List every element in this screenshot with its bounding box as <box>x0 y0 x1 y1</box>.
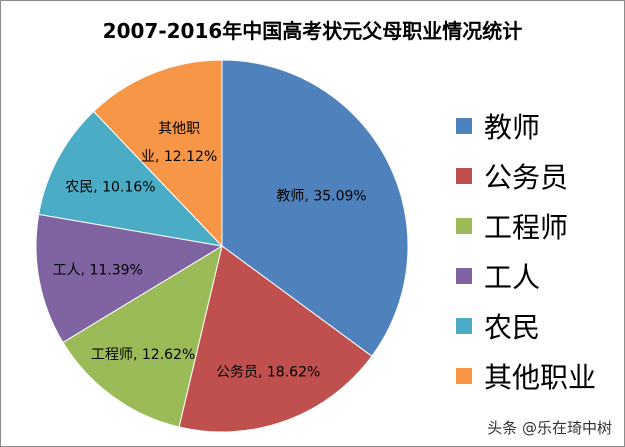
pie-slice-3 <box>35 213 224 344</box>
chart-title: 2007-2016年中国高考状元父母职业情况统计 <box>102 19 523 43</box>
data-label: 工程师, 12.62% <box>91 347 195 363</box>
pie-slice-5 <box>92 59 223 248</box>
legend-label: 农民 <box>484 311 541 344</box>
legend-item: 农民 <box>456 306 540 346</box>
data-label: 其他职业, 12.12% <box>141 121 217 165</box>
legend-item: 其他职业 <box>456 356 596 396</box>
legend-label: 工程师 <box>484 211 569 244</box>
legend-label: 其他职业 <box>484 361 597 394</box>
watermark: 头条 @乐在琦中树 <box>487 419 612 437</box>
legend-label: 公务员 <box>484 161 569 194</box>
legend-item: 工人 <box>456 256 540 296</box>
legend-swatch <box>456 368 472 384</box>
legend-swatch <box>456 318 472 334</box>
data-label: 公务员, 18.62% <box>216 365 320 381</box>
legend-item: 教师 <box>456 106 540 146</box>
data-label: 工人, 11.39% <box>53 263 143 279</box>
pie-slice-1 <box>178 245 373 433</box>
legend-item: 公务员 <box>456 156 568 196</box>
legend-swatch <box>456 168 472 184</box>
legend-swatch <box>456 268 472 284</box>
legend-swatch <box>456 218 472 234</box>
pie-slice-2 <box>62 244 223 428</box>
legend-label: 工人 <box>484 261 541 294</box>
legend-label: 教师 <box>484 111 541 144</box>
data-label: 农民, 10.16% <box>65 179 155 195</box>
legend-swatch <box>456 118 472 134</box>
legend-item: 工程师 <box>456 206 568 246</box>
pie-slice-4 <box>38 110 224 247</box>
data-label: 教师, 35.09% <box>276 189 366 205</box>
pie-slice-0 <box>221 59 409 357</box>
